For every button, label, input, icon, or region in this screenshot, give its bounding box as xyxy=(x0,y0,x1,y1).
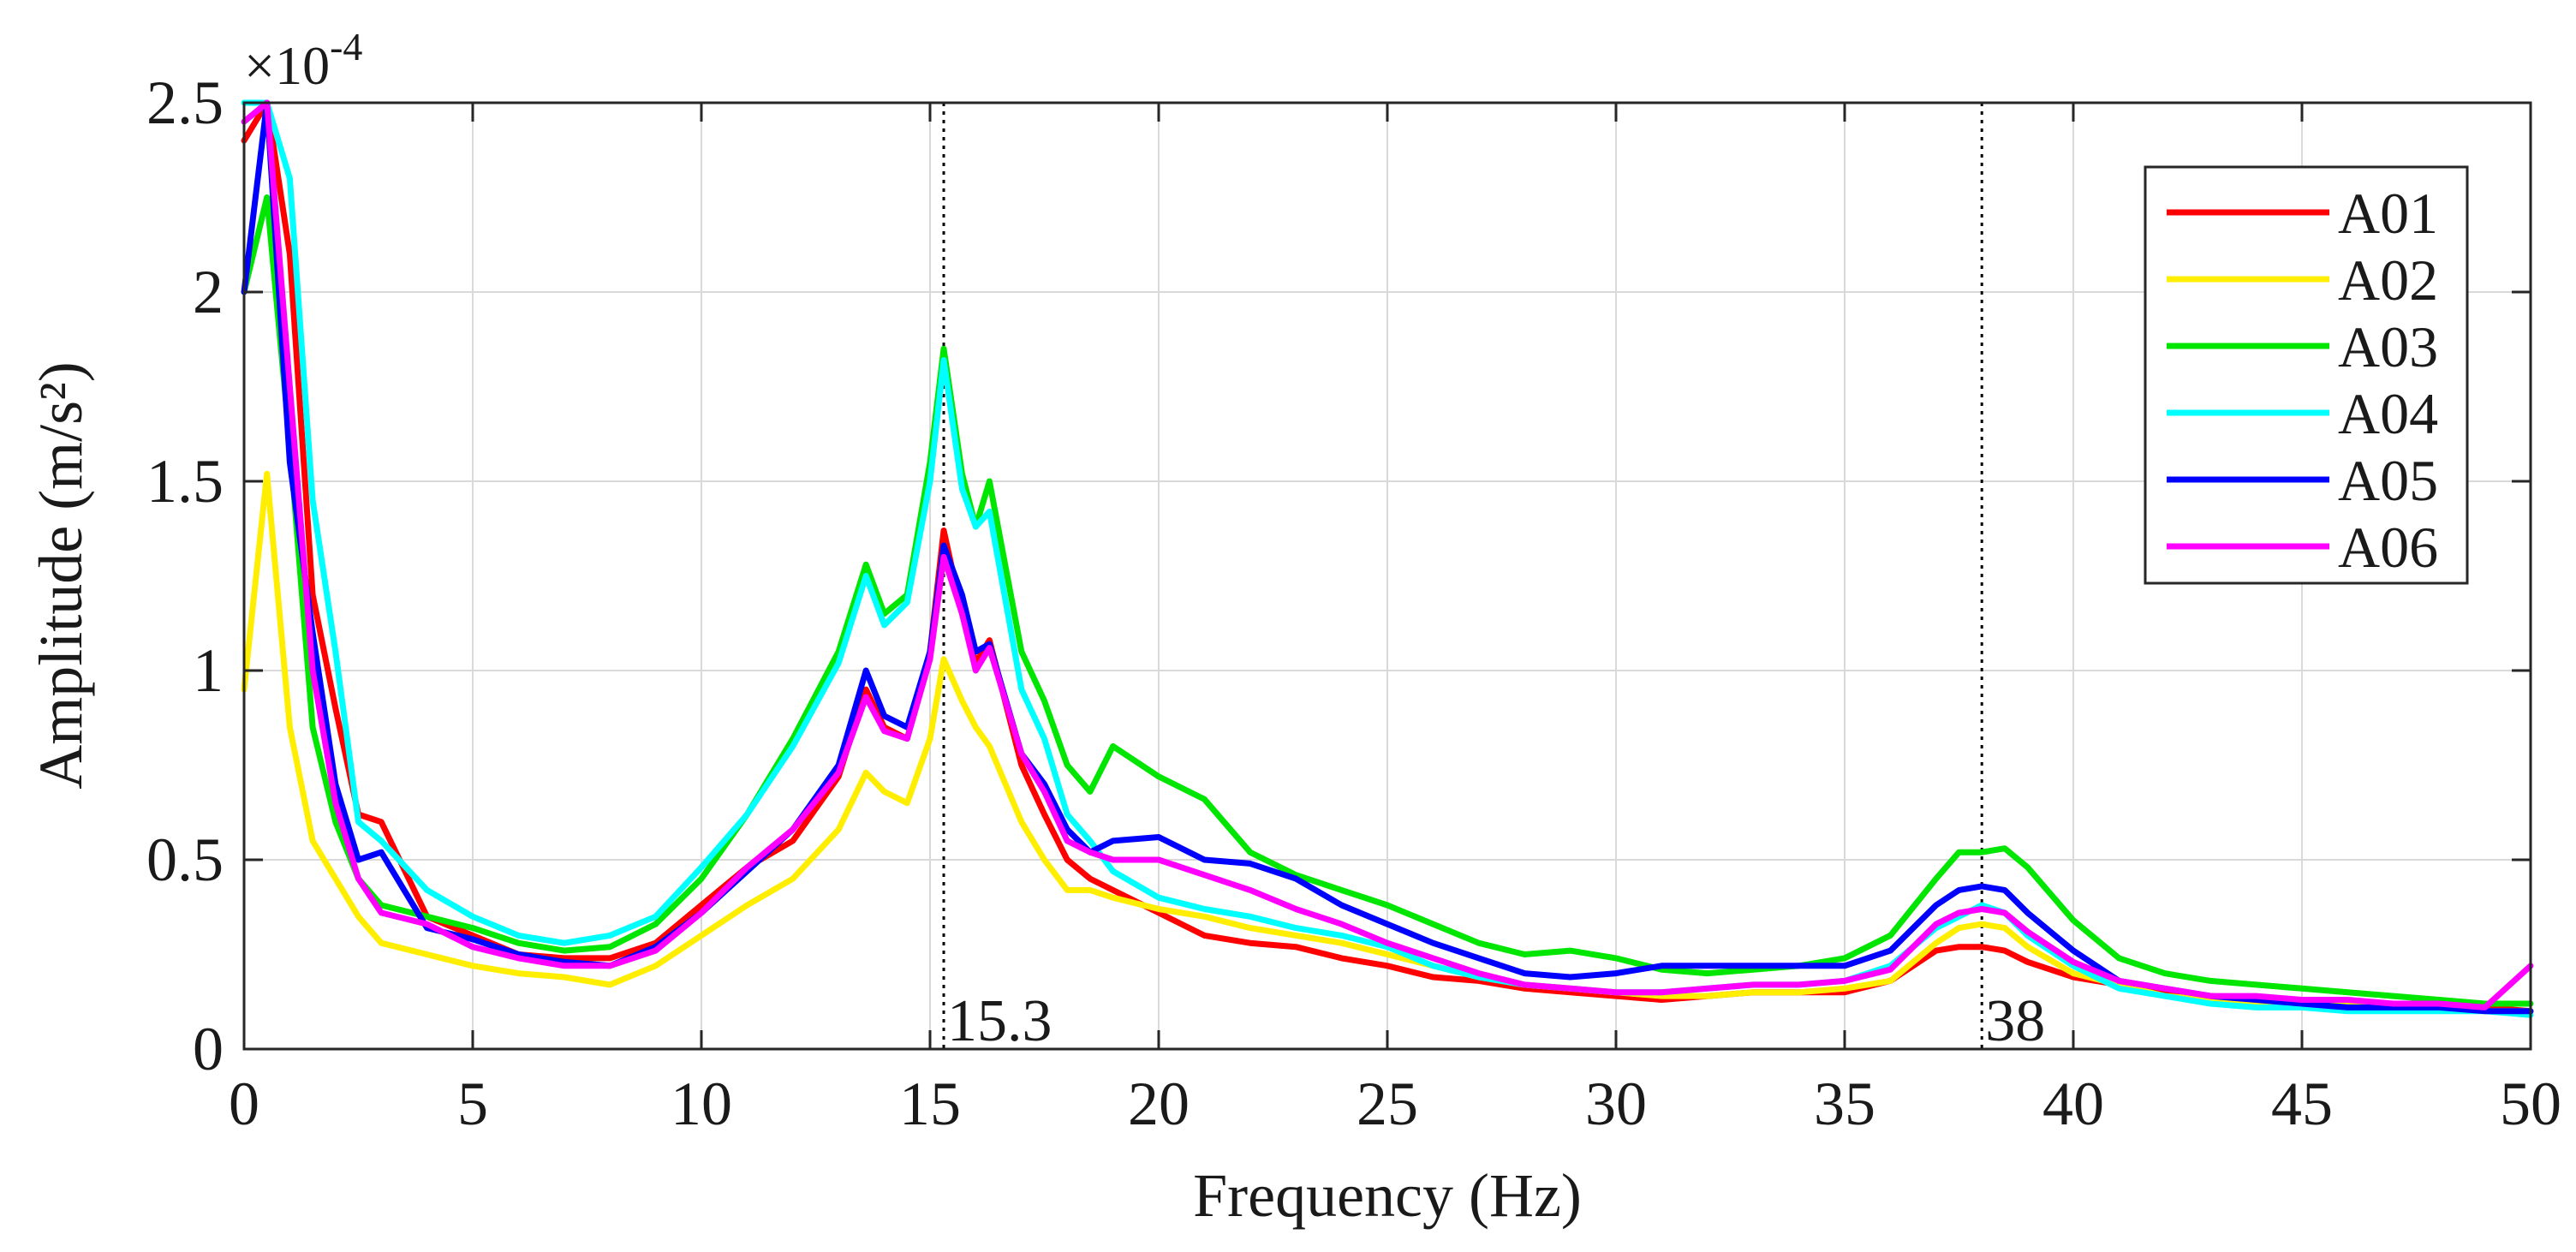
marker-label: 38 xyxy=(1985,988,2045,1054)
y-tick-label: 0.5 xyxy=(146,826,224,894)
x-tick-label: 40 xyxy=(2042,1070,2104,1138)
x-tick-label: 20 xyxy=(1128,1070,1190,1138)
series-line-a06 xyxy=(241,99,2534,1011)
x-tick-label: 10 xyxy=(671,1070,732,1138)
x-tick-label: 5 xyxy=(457,1070,488,1138)
legend-label-a02: A02 xyxy=(2338,247,2438,313)
x-tick-label: 30 xyxy=(1585,1070,1647,1138)
x-tick-label: 15 xyxy=(899,1070,961,1138)
x-tick-label: 0 xyxy=(229,1070,259,1138)
ticks: 0 5 10 15 20 25 30 35 40 45 50 0 0.5 1 1.5 2 2.5 xyxy=(146,69,2561,1138)
x-tick-label: 50 xyxy=(2500,1070,2561,1138)
y-multiplier-exponent: -4 xyxy=(330,25,362,69)
legend-label-a05: A05 xyxy=(2338,448,2438,513)
legend-label-a04: A04 xyxy=(2338,381,2438,446)
marker-label: 15.3 xyxy=(947,988,1052,1054)
series-line-a02 xyxy=(241,470,2534,1015)
data-series xyxy=(241,99,2534,1018)
y-axis-label: Amplitude (m/s²) xyxy=(27,361,95,790)
series-line-a04 xyxy=(241,99,2534,1018)
series-line-a01 xyxy=(241,99,2534,1015)
series-line-a03 xyxy=(241,194,2534,1007)
y-tick-label: 2.5 xyxy=(146,69,224,137)
y-tick-label: 1.5 xyxy=(146,447,224,516)
legend-box xyxy=(2144,165,2469,585)
y-multiplier: ×10-4 xyxy=(244,25,362,96)
y-tick-label: 1 xyxy=(193,636,224,705)
x-axis-label: Frequency (Hz) xyxy=(1193,1161,1582,1230)
legend-label-a03: A03 xyxy=(2338,314,2438,379)
y-tick-label: 2 xyxy=(193,258,224,326)
y-multiplier-base: ×10 xyxy=(244,35,330,96)
x-tick-label: 45 xyxy=(2271,1070,2333,1138)
legend-label-a01: A01 xyxy=(2338,181,2438,246)
x-tick-label: 35 xyxy=(1814,1070,1875,1138)
y-tick-label: 0 xyxy=(193,1015,224,1083)
x-tick-label: 25 xyxy=(1357,1070,1418,1138)
legend-label-a06: A06 xyxy=(2338,515,2438,580)
